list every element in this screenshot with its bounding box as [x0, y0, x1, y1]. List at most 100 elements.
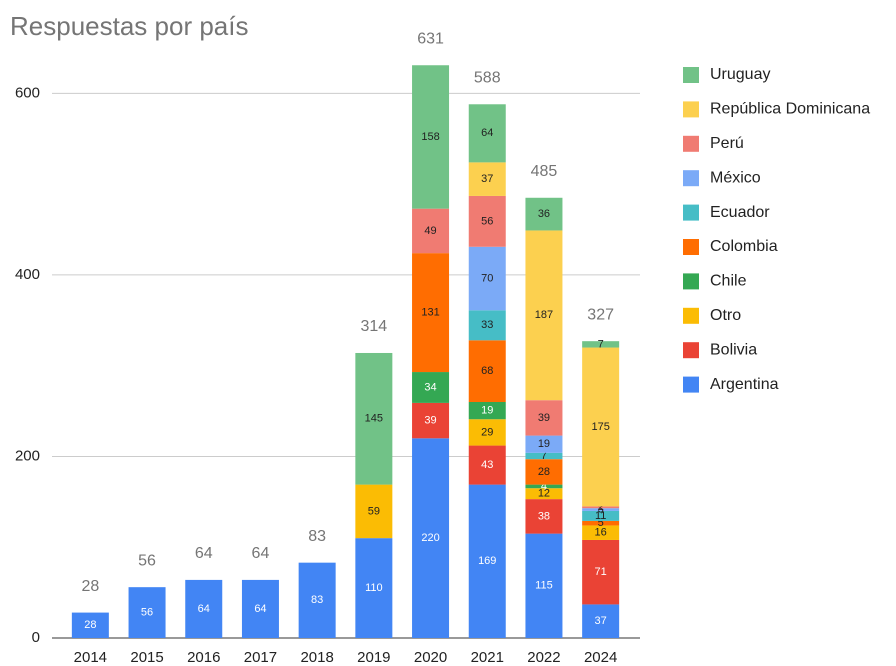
bar-segment: [525, 459, 563, 485]
bar-segment: [412, 208, 450, 254]
legend-swatch: [683, 376, 699, 393]
bar-segment: [582, 520, 620, 526]
legend-label: Otro: [710, 307, 741, 324]
bar-segment: [525, 533, 563, 638]
data-label: 34: [424, 381, 436, 393]
legend-swatch: [683, 273, 699, 290]
legend-label: Chile: [710, 273, 747, 290]
legend-label: Bolivia: [710, 341, 757, 358]
data-label: 2: [598, 501, 604, 513]
total-label: 314: [360, 318, 387, 335]
data-label: 39: [424, 415, 436, 427]
data-label: 64: [254, 603, 266, 615]
data-label: 28: [84, 619, 96, 631]
data-label: 158: [421, 131, 439, 143]
y-tick-label: 600: [15, 84, 40, 101]
bar-segment: [468, 484, 506, 638]
data-label: 29: [481, 426, 493, 438]
bar-segment: [525, 230, 563, 401]
bar-segment: [582, 341, 620, 348]
bar-segment: [468, 104, 506, 163]
x-tick-label: 2024: [584, 649, 617, 666]
total-label: 631: [417, 30, 444, 47]
bar-segment: [185, 579, 223, 638]
bar-segment: [468, 162, 506, 196]
x-tick-label: 2018: [300, 649, 333, 666]
bar-segment: [468, 195, 506, 247]
bar-segment: [468, 445, 506, 485]
bar-segment: [525, 197, 563, 231]
legend-label: República Dominicana: [710, 101, 870, 118]
total-label: 28: [81, 578, 99, 595]
bar-segment: [468, 402, 506, 420]
legend-swatch: [683, 239, 699, 255]
total-label: 64: [252, 545, 270, 562]
bar-segment: [525, 499, 563, 534]
total-label: 485: [531, 163, 558, 180]
bar-segment: [412, 438, 450, 638]
bar-segment: [412, 402, 450, 439]
legend-swatch: [683, 135, 699, 152]
data-label: 19: [538, 438, 550, 450]
bar-segment: [468, 340, 506, 402]
bar-segment: [582, 525, 620, 540]
data-label: 49: [424, 225, 436, 237]
data-label: 38: [538, 510, 550, 522]
data-label: 7: [598, 338, 604, 350]
y-tick-label: 400: [15, 266, 40, 283]
bar-segment: [241, 579, 279, 638]
legend-swatch: [683, 170, 699, 187]
legend-swatch: [683, 204, 699, 221]
data-label: 83: [311, 594, 323, 606]
data-label: 19: [481, 405, 493, 417]
bar-segment: [582, 539, 620, 605]
data-label: 169: [478, 555, 496, 567]
bar-segment: [582, 510, 620, 521]
legend-swatch: [683, 342, 699, 359]
y-tick-label: 200: [15, 447, 40, 464]
x-tick-label: 2020: [414, 649, 447, 666]
bar-segment: [412, 65, 450, 209]
x-tick-label: 2019: [357, 649, 390, 666]
bar-segment: [582, 508, 620, 511]
bar-segment: [525, 452, 563, 460]
data-label: 36: [538, 208, 550, 220]
bar-segment: [582, 506, 620, 509]
legend-label: México: [710, 169, 761, 186]
legend-label: Uruguay: [710, 66, 770, 83]
data-label: 3: [598, 503, 604, 515]
data-label: 39: [538, 412, 550, 424]
x-tick-label: 2016: [187, 649, 220, 666]
total-label: 64: [195, 545, 213, 562]
data-label: 33: [481, 319, 493, 331]
bar-segment: [128, 587, 166, 638]
data-label: 43: [481, 459, 493, 471]
data-label: 70: [481, 272, 493, 284]
data-label: 71: [595, 566, 607, 578]
total-label: 327: [587, 306, 614, 323]
bar-segment: [355, 538, 393, 638]
legend-swatch: [683, 307, 699, 324]
bar-segment: [71, 612, 109, 638]
bar-segment: [355, 352, 393, 485]
x-tick-label: 2017: [244, 649, 277, 666]
legend-label: Perú: [710, 135, 744, 152]
legend-label: Argentina: [710, 376, 779, 393]
legend-swatch: [683, 67, 699, 83]
data-label: 64: [198, 603, 210, 615]
x-tick-label: 2022: [527, 649, 560, 666]
data-label: 59: [368, 505, 380, 517]
data-label: 145: [365, 413, 383, 425]
data-label: 7: [541, 450, 547, 462]
total-label: 588: [474, 69, 501, 86]
chart-title: Respuestas por país: [10, 11, 248, 41]
bar-segment: [412, 372, 450, 403]
x-tick-label: 2015: [130, 649, 163, 666]
bar-segment: [525, 488, 563, 500]
data-label: 110: [365, 582, 383, 594]
data-label: 56: [141, 606, 153, 618]
bar-segment: [468, 246, 506, 311]
data-label: 37: [481, 173, 493, 185]
bar-segment: [355, 484, 393, 539]
